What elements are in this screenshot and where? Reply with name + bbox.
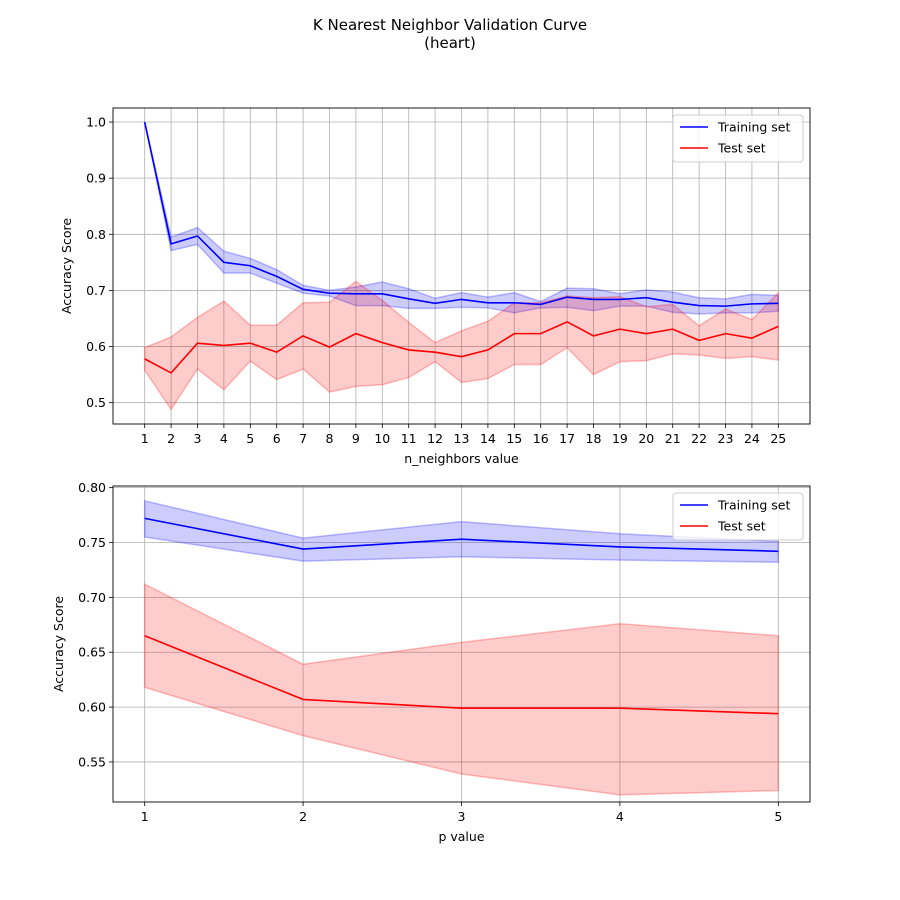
series-1-band [143,280,780,411]
y-tick-label: 0.9 [86,171,106,186]
x-tick-label: 10 [374,431,390,446]
y-axis-label: Accuracy Score [51,596,66,692]
legend-label-1: Test set [717,141,766,156]
y-tick-label: 1.0 [86,115,106,130]
series-1-line [144,320,779,374]
y-tick-label: 0.8 [86,227,106,242]
x-tick-label: 7 [299,431,307,446]
x-tick-label: 5 [246,431,254,446]
x-tick-label: 18 [586,431,602,446]
x-tick-label: 13 [454,431,470,446]
y-tick-label: 0.75 [78,535,106,550]
series-0-line [144,517,779,553]
x-tick-label: 11 [401,431,417,446]
legend-label-1: Test set [717,519,766,534]
x-tick-label: 2 [299,809,307,824]
x-axis-label: n_neighbors value [404,451,519,466]
x-tick-label: 17 [559,431,575,446]
x-tick-label: 2 [167,431,175,446]
figure-title: K Nearest Neighbor Validation Curve [313,16,587,34]
x-tick-label: 5 [774,809,782,824]
y-tick-label: 0.80 [78,480,106,495]
y-tick-label: 0.60 [78,700,106,715]
x-tick-label: 1 [141,431,149,446]
series-0-line [143,121,779,307]
legend-label-0: Training set [717,498,790,513]
series-1-line [144,635,779,715]
y-tick-label: 0.55 [78,754,106,769]
legend-label-0: Training set [717,120,790,135]
x-tick-label: 9 [352,431,360,446]
x-tick-label: 16 [533,431,549,446]
x-tick-label: 4 [220,431,228,446]
x-tick-label: 15 [506,431,522,446]
x-tick-label: 4 [616,809,624,824]
x-tick-label: 8 [326,431,334,446]
x-tick-label: 22 [691,431,707,446]
x-tick-label: 25 [770,431,786,446]
y-axis-label: Accuracy Score [59,218,74,314]
y-tick-label: 0.65 [78,645,106,660]
y-tick-label: 0.6 [86,339,106,354]
x-tick-label: 24 [744,431,760,446]
x-axis-label: p value [438,829,484,844]
series-1-band [143,582,780,796]
p-value-validation-plot: 1 2 3 4 5 0.55 0.60 0.65 0.70 0.75 0.80 p value Accu… [51,480,811,844]
x-tick-label: 23 [718,431,734,446]
x-tick-label: 3 [194,431,202,446]
x-tick-label: 6 [273,431,281,446]
neighbors-validation-plot: 1 2 3 4 5 6 7 8 9 10 11 12 13 14 15 16 17 18 19 20 21 22 23 24 2… [59,107,811,466]
y-tick-label: 0.70 [78,590,106,605]
x-tick-label: 3 [458,809,466,824]
x-tick-label: 14 [480,431,496,446]
y-tick-label: 0.5 [86,395,106,410]
figure-subtitle: (heart) [424,34,476,52]
x-tick-label: 1 [141,809,149,824]
y-tick-label: 0.7 [86,283,106,298]
x-tick-label: 20 [638,431,654,446]
x-tick-label: 19 [612,431,628,446]
x-tick-label: 21 [665,431,681,446]
x-tick-label: 12 [427,431,443,446]
